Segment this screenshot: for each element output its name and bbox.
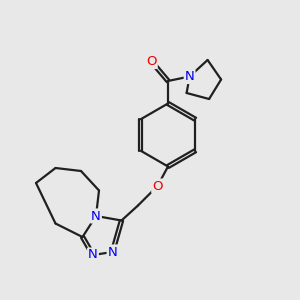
Text: N: N	[91, 209, 101, 223]
Text: N: N	[185, 70, 194, 83]
Text: N: N	[108, 245, 117, 259]
Text: O: O	[146, 55, 157, 68]
Text: N: N	[88, 248, 98, 262]
Text: O: O	[152, 179, 163, 193]
